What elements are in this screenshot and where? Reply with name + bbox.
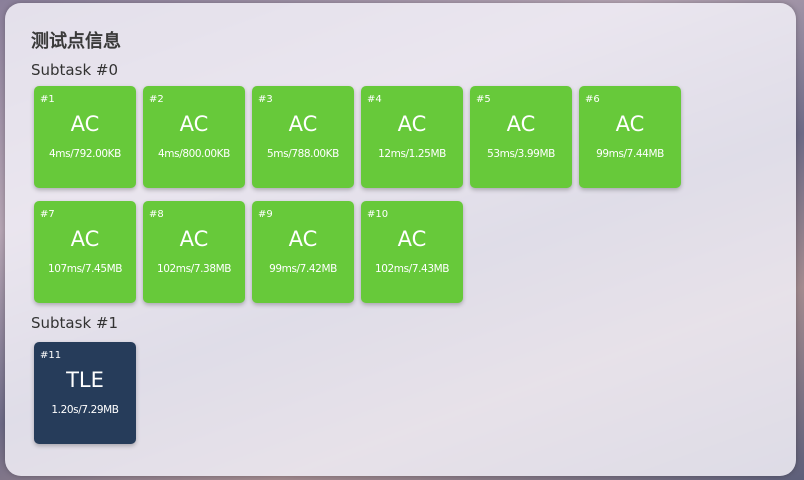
case-id: #7 xyxy=(40,209,55,220)
test-case-panel: 测试点信息 Subtask #0 #1 AC 4ms/792.00KB #2 AC 4ms… xyxy=(5,3,796,476)
case-id: #10 xyxy=(367,209,389,220)
case-status: AC xyxy=(615,112,645,136)
subtask-1-grid: #11 TLE 1.20s/7.29MB xyxy=(34,342,694,444)
case-id: #4 xyxy=(367,94,382,105)
case-status: AC xyxy=(288,112,318,136)
case-id: #9 xyxy=(258,209,273,220)
test-case-card[interactable]: #5 AC 53ms/3.99MB xyxy=(470,86,572,188)
case-time-memory: 12ms/1.25MB xyxy=(378,148,446,160)
page-title: 测试点信息 xyxy=(31,31,121,52)
case-id: #2 xyxy=(149,94,164,105)
case-status: AC xyxy=(506,112,536,136)
case-status: TLE xyxy=(66,368,104,392)
test-case-card[interactable]: #8 AC 102ms/7.38MB xyxy=(143,201,245,303)
case-status: AC xyxy=(70,227,100,251)
test-case-card[interactable]: #9 AC 99ms/7.42MB xyxy=(252,201,354,303)
case-time-memory: 102ms/7.38MB xyxy=(156,263,232,275)
case-time-memory: 99ms/7.44MB xyxy=(596,148,664,160)
subtask-1-label: Subtask #1 xyxy=(31,314,119,332)
case-time-memory: 4ms/800.00KB xyxy=(158,148,230,160)
case-status: AC xyxy=(397,227,427,251)
case-status: AC xyxy=(179,227,209,251)
test-case-card[interactable]: #3 AC 5ms/788.00KB xyxy=(252,86,354,188)
case-time-memory: 5ms/788.00KB xyxy=(267,148,339,160)
test-case-card[interactable]: #11 TLE 1.20s/7.29MB xyxy=(34,342,136,444)
case-id: #1 xyxy=(40,94,55,105)
test-case-card[interactable]: #2 AC 4ms/800.00KB xyxy=(143,86,245,188)
test-case-card[interactable]: #7 AC 107ms/7.45MB xyxy=(34,201,136,303)
test-case-card[interactable]: #1 AC 4ms/792.00KB xyxy=(34,86,136,188)
case-id: #6 xyxy=(585,94,600,105)
case-id: #3 xyxy=(258,94,273,105)
subtask-0-label: Subtask #0 xyxy=(31,61,119,79)
subtask-0-grid: #1 AC 4ms/792.00KB #2 AC 4ms/800.00KB #3 AC 5ms/… xyxy=(34,86,694,303)
test-case-card[interactable]: #4 AC 12ms/1.25MB xyxy=(361,86,463,188)
case-id: #11 xyxy=(40,350,62,361)
case-time-memory: 1.20s/7.29MB xyxy=(51,404,119,416)
case-status: AC xyxy=(179,112,209,136)
test-case-card[interactable]: #6 AC 99ms/7.44MB xyxy=(579,86,681,188)
case-id: #5 xyxy=(476,94,491,105)
case-time-memory: 53ms/3.99MB xyxy=(487,148,555,160)
case-time-memory: 107ms/7.45MB xyxy=(47,263,123,275)
case-status: AC xyxy=(397,112,427,136)
case-status: AC xyxy=(288,227,318,251)
case-time-memory: 99ms/7.42MB xyxy=(269,263,337,275)
case-id: #8 xyxy=(149,209,164,220)
case-time-memory: 102ms/7.43MB xyxy=(374,263,450,275)
case-status: AC xyxy=(70,112,100,136)
test-case-card[interactable]: #10 AC 102ms/7.43MB xyxy=(361,201,463,303)
case-time-memory: 4ms/792.00KB xyxy=(49,148,121,160)
